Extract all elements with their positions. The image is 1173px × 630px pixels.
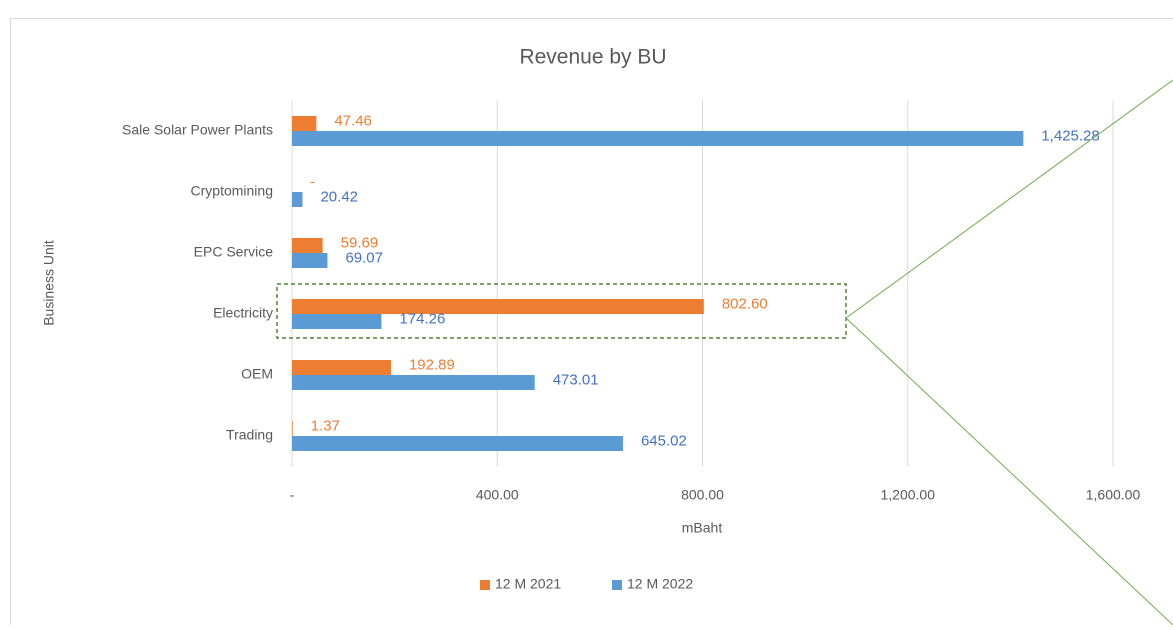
bar bbox=[292, 360, 391, 375]
bar bbox=[292, 314, 381, 329]
chart-title: Revenue by BU bbox=[519, 46, 666, 69]
value-label: 1.37 bbox=[311, 417, 340, 434]
y-axis-title: Business Unit bbox=[41, 240, 57, 326]
bar bbox=[292, 299, 704, 314]
x-tick-label: 1,200.00 bbox=[881, 487, 936, 503]
value-label: 192.89 bbox=[409, 356, 455, 373]
y-tick-label: Electricity bbox=[213, 305, 273, 321]
value-label: 69.07 bbox=[345, 249, 383, 266]
value-label: 20.42 bbox=[320, 188, 358, 205]
y-tick-label: Sale Solar Power Plants bbox=[122, 122, 273, 138]
legend-label: 12 M 2022 bbox=[627, 576, 693, 592]
bar bbox=[292, 421, 293, 436]
value-label: 1,425.28 bbox=[1041, 127, 1099, 144]
x-tick-label: 800.00 bbox=[681, 487, 724, 503]
value-label: 473.01 bbox=[553, 371, 599, 388]
legend-label: 12 M 2021 bbox=[495, 576, 561, 592]
y-tick-label: Trading bbox=[226, 427, 273, 443]
value-label: 174.26 bbox=[399, 310, 445, 327]
bar bbox=[292, 238, 323, 253]
bar bbox=[292, 192, 302, 207]
x-tick-label: 1,600.00 bbox=[1086, 487, 1141, 503]
x-axis-title: mBaht bbox=[682, 520, 723, 536]
x-tick-label: - bbox=[290, 487, 295, 503]
legend-swatch bbox=[480, 580, 490, 590]
bar bbox=[292, 116, 316, 131]
value-label: - bbox=[310, 173, 315, 190]
bar bbox=[292, 375, 535, 390]
value-label: 47.46 bbox=[334, 112, 372, 129]
bar bbox=[292, 436, 623, 451]
y-tick-label: Cryptomining bbox=[191, 183, 273, 199]
value-label: 802.60 bbox=[722, 295, 768, 312]
bar bbox=[292, 253, 327, 268]
bar bbox=[292, 131, 1023, 146]
value-label: 645.02 bbox=[641, 432, 687, 449]
y-tick-label: OEM bbox=[241, 366, 273, 382]
chart-border bbox=[11, 19, 1173, 626]
legend-swatch bbox=[612, 580, 622, 590]
y-tick-label: EPC Service bbox=[194, 244, 274, 260]
x-tick-label: 400.00 bbox=[476, 487, 519, 503]
